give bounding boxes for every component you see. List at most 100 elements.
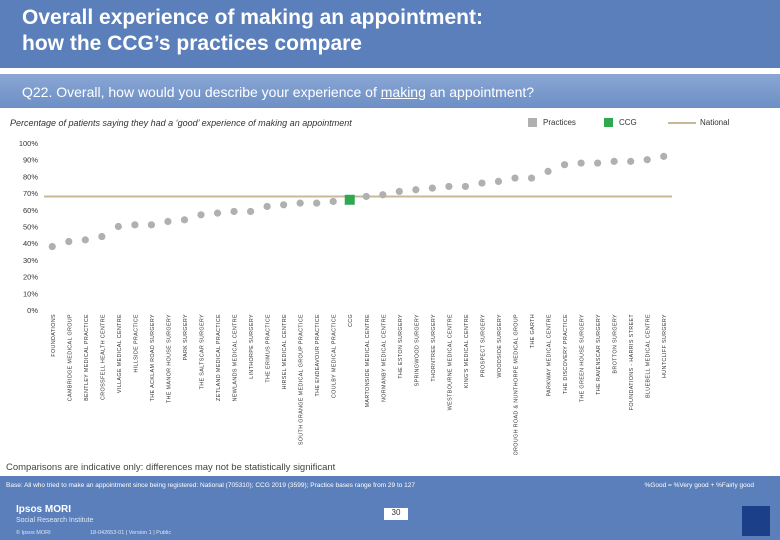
category-label: PARKWAY MEDICAL CENTRE [547, 314, 553, 397]
category-label: SOUTH GRANGE MEDICAL GROUP PRACTICE [299, 314, 305, 445]
header-bar: Overall experience of making an appointm… [0, 0, 780, 68]
question-bar [0, 74, 780, 108]
category-label: THE ERIMUS PRACTICE [266, 314, 272, 383]
category-label: THE GREEN HOUSE SURGERY [580, 314, 586, 402]
legend-ccg-swatch [604, 118, 613, 128]
category-label: VILLAGE MEDICAL CENTRE [117, 314, 123, 393]
y-tick-label: 90% [23, 156, 38, 165]
question-underlined: making [380, 84, 426, 100]
question-suffix: an appointment? [425, 84, 535, 100]
category-label: THE RAVENSCAR SURGERY [596, 314, 602, 395]
practice-point [280, 201, 288, 209]
y-tick-label: 100% [19, 139, 39, 148]
y-tick-label: 10% [23, 289, 38, 298]
practice-point [494, 177, 503, 186]
practice-point [362, 192, 370, 201]
comparison-note: Comparisons are indicative only: differe… [6, 462, 336, 473]
practice-point [81, 236, 89, 244]
practice-point [379, 191, 387, 199]
ccg-point [344, 194, 355, 205]
practice-point [65, 237, 73, 246]
question-prefix: Q22. Overall, how would you describe you… [22, 84, 381, 100]
copyright-text: © Ipsos MORI [16, 530, 51, 536]
category-label: COULBY MEDICAL PRACTICE [332, 314, 338, 398]
category-label: CROSSFELL HEALTH CENTRE [100, 314, 106, 400]
practice-point [412, 186, 420, 194]
practice-point [213, 209, 222, 217]
category-label: FOUNDATIONS [51, 314, 57, 357]
practice-point [577, 159, 585, 167]
category-label: CCG [348, 314, 354, 327]
legend-ccg-label: CCG [619, 118, 637, 127]
category-label: THE MANOR HOUSE SURGERY [166, 314, 172, 403]
practice-point [246, 207, 255, 216]
category-label: NORMANBY MEDICAL CENTRE [381, 314, 387, 402]
practice-point [428, 184, 436, 192]
category-label: NEWLANDS MEDICAL CENTRE [233, 314, 239, 402]
page-number: 30 [384, 508, 408, 520]
practice-point [48, 242, 56, 251]
practice-point [164, 217, 172, 226]
practice-point [478, 179, 486, 187]
y-tick-label: 0% [27, 306, 38, 315]
legend-practices-swatch [528, 118, 537, 128]
ipsos-logo-icon [742, 506, 770, 536]
category-label: CAMBRIDGE MEDICAL GROUP [67, 314, 73, 401]
legend-ccg: CCG [604, 118, 637, 128]
category-label: HUNTCLIFF SURGERY [662, 314, 668, 378]
page-title: Overall experience of making an appointm… [22, 5, 622, 57]
chart-area: 0% 10% 20% 30% 40% 50% 60% 70% 80% 90% 100% FOUNDAT… [19, 139, 672, 455]
brand-name: Ipsos MORI [16, 504, 72, 515]
category-label: BOROUGH ROAD & NUNTHORPE MEDICAL GROUP [514, 314, 520, 455]
category-label: PROSPECT SURGERY [480, 314, 486, 377]
footer-bar: Base: All who tried to make an appointme… [0, 476, 780, 540]
practice-point [643, 156, 651, 164]
legend-national-label: National [700, 118, 730, 127]
category-label: MARTONSIDE MEDICAL CENTRE [365, 314, 371, 407]
practice-point [263, 202, 271, 211]
practice-point [445, 182, 453, 191]
practice-point [594, 159, 602, 167]
category-label: THE ACKLAM ROAD SURGERY [150, 314, 156, 401]
practice-point [544, 167, 552, 175]
practice-point [395, 187, 403, 196]
practice-point [610, 157, 618, 165]
category-label: WESTBOURNE MEDICAL CENTRE [447, 314, 453, 410]
category-label: THE ESTON SURGERY [398, 314, 404, 379]
y-tick-label: 20% [23, 273, 38, 282]
practice-point [197, 211, 205, 219]
key-text: %Good = %Very good + %Fairly good [644, 482, 754, 489]
category-label: THE GARTH [530, 314, 536, 348]
category-label: BLUEBELL MEDICAL CENTRE [646, 314, 652, 398]
y-tick-label: 80% [23, 172, 38, 181]
category-label: THE SALTSCAR SURGERY [200, 314, 206, 389]
practice-point [98, 232, 106, 241]
practice-point [131, 221, 139, 229]
practice-point [180, 216, 189, 224]
practice-point [627, 157, 635, 165]
category-label: THE DISCOVERY PRACTICE [563, 314, 569, 394]
practice-point [313, 199, 321, 207]
category-label: SPRINGWOOD SURGERY [414, 314, 420, 386]
category-label: KING'S MEDICAL CENTRE [464, 314, 470, 388]
y-tick-label: 70% [23, 189, 38, 198]
category-label: HIRSEL MEDICAL CENTRE [282, 314, 288, 390]
title-line-2: how the CCG’s practices compare [22, 32, 362, 55]
practice-point [560, 161, 569, 169]
category-label: ZETLAND MEDICAL PRACTICE [216, 314, 222, 401]
title-line-1: Overall experience of making an appointm… [22, 6, 483, 29]
practice-point [230, 207, 238, 216]
legend-national-swatch [668, 121, 696, 124]
category-label: BENTLEY MEDICAL PRACTICE [84, 314, 90, 401]
practice-point [147, 221, 156, 229]
practice-point [114, 222, 122, 231]
brand-subtitle: Social Research Institute [16, 517, 94, 524]
practice-point [660, 152, 668, 160]
category-label: LINTHORPE SURGERY [249, 314, 255, 379]
legend-practices: Practices [528, 118, 576, 128]
category-label: HILLSIDE PRACTICE [133, 314, 139, 373]
practice-point [527, 174, 536, 182]
y-tick-label: 40% [23, 239, 38, 248]
practice-point [329, 197, 337, 206]
chart-subtitle: Percentage of patients saying they had a… [10, 118, 352, 128]
